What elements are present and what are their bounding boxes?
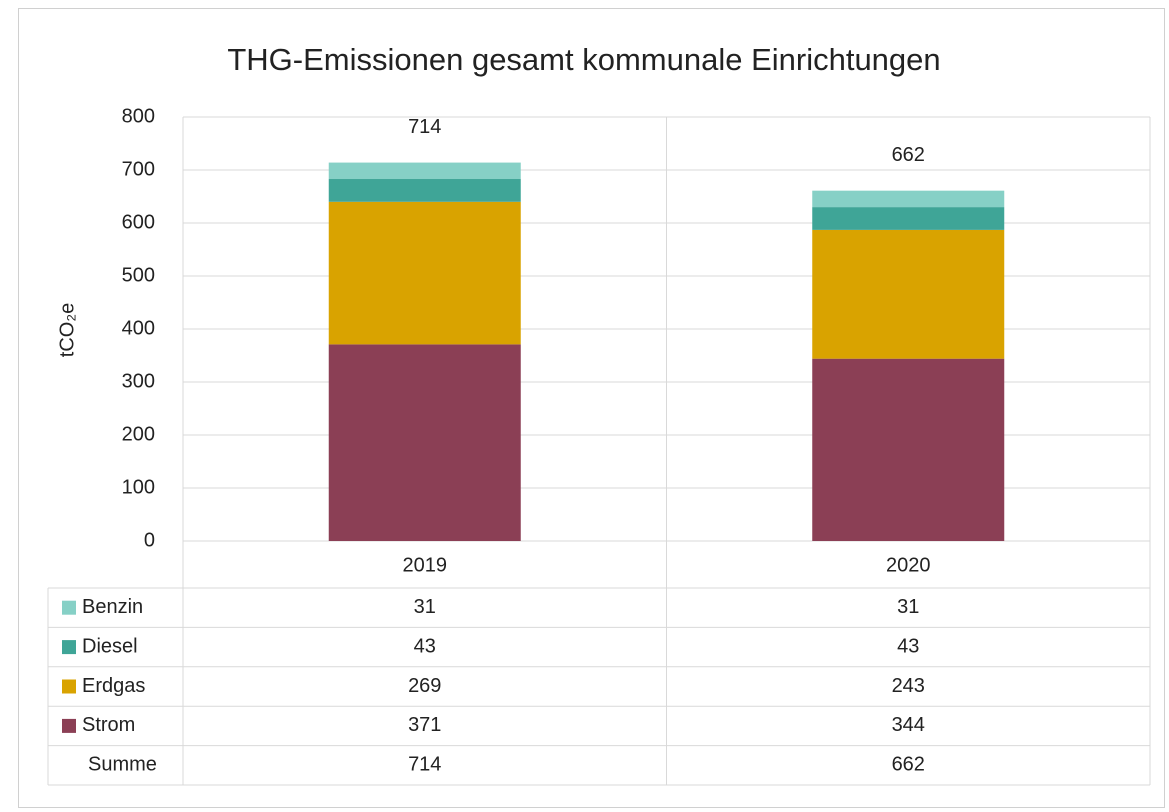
y-tick-label: 800: [122, 105, 155, 127]
y-tick-label: 600: [122, 211, 155, 233]
total-label: 714: [408, 116, 441, 138]
table-cell: 43: [414, 635, 436, 657]
y-tick-label: 500: [122, 264, 155, 286]
x-tick-label: 2020: [886, 554, 931, 576]
legend-swatch: [62, 718, 76, 733]
table-total-cell: 714: [408, 754, 441, 776]
y-tick-label: 400: [122, 317, 155, 339]
bar-segment: [328, 162, 521, 180]
legend-swatch: [62, 679, 76, 694]
table-cell: 371: [408, 714, 441, 736]
table-total-cell: 662: [892, 754, 925, 776]
bar-segment: [812, 229, 1005, 359]
table-cell: 31: [414, 596, 436, 618]
legend-label: Strom: [82, 714, 135, 736]
y-tick-label: 200: [122, 423, 155, 445]
y-axis-label: tCO₂e: [56, 303, 78, 357]
bar-segment: [812, 190, 1005, 208]
x-tick-label: 2019: [403, 554, 448, 576]
table-cell: 31: [897, 596, 919, 618]
bar-segment: [812, 207, 1005, 230]
bar-segment: [328, 201, 521, 345]
table-cell: 243: [892, 675, 925, 697]
bar-segment: [328, 179, 521, 202]
bar-segment: [812, 358, 1005, 541]
table-cell: 344: [892, 714, 925, 736]
y-tick-label: 700: [122, 158, 155, 180]
legend-label: Diesel: [82, 635, 138, 657]
y-tick-label: 100: [122, 476, 155, 498]
bar-segment: [328, 344, 521, 541]
total-row-label: Summe: [88, 754, 157, 776]
table-cell: 43: [897, 635, 919, 657]
legend-swatch: [62, 600, 76, 615]
legend-label: Erdgas: [82, 675, 145, 697]
chart-title: THG-Emissionen gesamt kommunale Einricht…: [227, 42, 940, 77]
y-tick-label: 300: [122, 370, 155, 392]
total-label: 662: [892, 144, 925, 166]
table-cell: 269: [408, 675, 441, 697]
y-tick-label: 0: [144, 529, 155, 551]
legend-label: Benzin: [82, 596, 143, 618]
legend-swatch: [62, 640, 76, 655]
